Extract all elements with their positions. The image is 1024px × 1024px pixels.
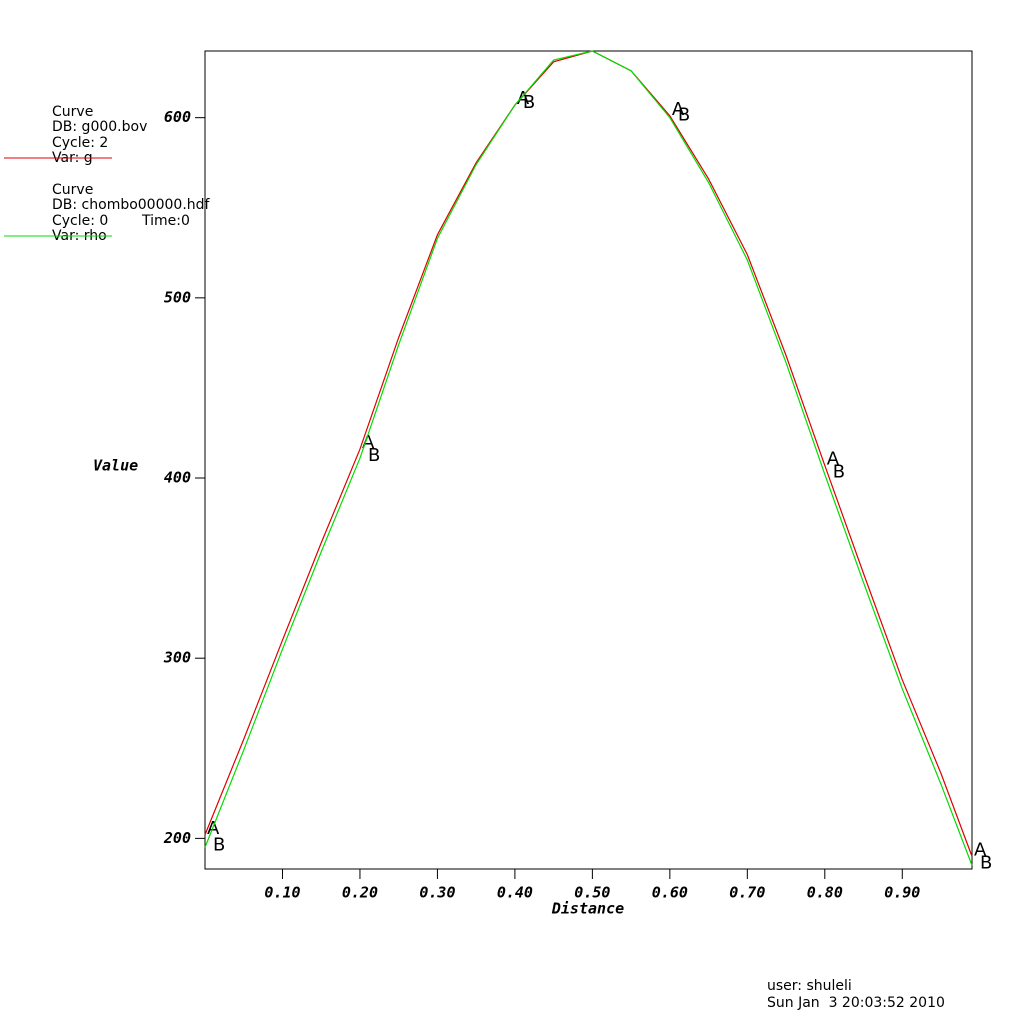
curve-marker: A [517, 88, 530, 109]
series-line [204, 50, 973, 866]
legend-db: DB: chombo00000.hdf [52, 197, 211, 213]
x-axis-label: Distance [551, 900, 624, 918]
x-tick-label: 0.10 [264, 884, 300, 902]
curve-marker: A [672, 99, 685, 120]
curve-marker: A [827, 448, 840, 469]
x-tick-label: 0.20 [342, 884, 378, 902]
curve-marker: A [974, 839, 987, 860]
curve-marker: B [213, 834, 225, 855]
y-tick-label: 400 [164, 469, 191, 487]
x-tick-label: 0.70 [729, 884, 765, 902]
plot-frame [204, 50, 973, 870]
legend-time: Time:0 [141, 213, 190, 229]
date-label: Sun Jan 3 20:03:52 2010 [767, 995, 945, 1011]
curve-marker: B [980, 852, 992, 873]
x-tick-label: 0.40 [497, 884, 533, 902]
legend-cycle: Cycle: 2 [52, 135, 108, 151]
y-axis-label: Value [93, 457, 138, 475]
y-tick-label: 600 [164, 108, 191, 126]
legend-heading: Curve [52, 104, 93, 120]
curve-marker: B [368, 445, 380, 466]
series-line [204, 50, 973, 857]
curve-marker: B [523, 92, 535, 113]
x-tick-label: 0.60 [652, 884, 688, 902]
curve-marker: A [362, 432, 375, 453]
x-tick-label: 0.80 [807, 884, 843, 902]
x-tick-label: 0.90 [884, 884, 920, 902]
x-tick-label: 0.50 [574, 884, 610, 902]
legend-db: DB: g000.bov [52, 119, 147, 135]
curve-marker: B [833, 461, 845, 482]
x-tick-label: 0.30 [419, 884, 455, 902]
legend-cycle: Cycle: 0 [52, 213, 108, 229]
y-tick-label: 200 [163, 829, 191, 847]
user-label: user: shuleli [767, 978, 852, 994]
y-tick-label: 300 [163, 649, 191, 667]
legend-heading: Curve [52, 182, 93, 198]
y-tick-label: 500 [164, 288, 191, 306]
curve-marker: B [678, 105, 690, 126]
